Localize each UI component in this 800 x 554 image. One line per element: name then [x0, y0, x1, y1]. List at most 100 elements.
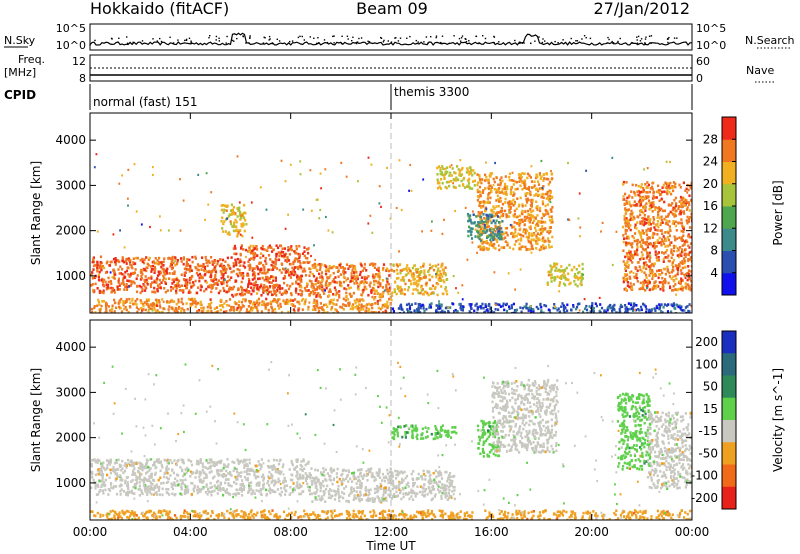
range-gate-cell	[196, 268, 199, 271]
range-gate-cell	[96, 483, 99, 487]
range-gate-cell	[467, 234, 470, 238]
range-gate-cell	[562, 304, 565, 307]
range-gate-cell	[392, 310, 395, 313]
range-gate-cell	[532, 233, 536, 236]
range-gate-cell	[193, 486, 196, 489]
range-gate-cell	[641, 256, 644, 260]
range-gate-cell	[508, 215, 511, 218]
range-gate-cell	[222, 222, 225, 226]
range-gate-cell	[690, 259, 692, 263]
range-gate-cell	[513, 215, 516, 218]
range-gate-cell	[294, 298, 297, 301]
range-gate-cell	[186, 268, 189, 271]
range-gate-cell	[300, 285, 303, 289]
range-gate-cell	[100, 483, 103, 487]
range-gate-cell	[321, 305, 324, 309]
range-gate-cell	[236, 235, 239, 238]
range-gate-cell	[551, 266, 554, 269]
range-gate-cell	[265, 285, 268, 289]
range-gate-cell	[222, 204, 225, 207]
range-gate-cell	[629, 217, 633, 220]
range-gate-cell	[185, 264, 188, 268]
range-gate-cell	[663, 190, 666, 193]
range-gate-cell	[436, 181, 439, 185]
nsearch-point	[303, 39, 305, 41]
range-gate-cell	[538, 248, 541, 252]
range-gate-cell	[460, 168, 463, 171]
range-gate-cell	[241, 487, 244, 491]
range-gate-cell	[131, 463, 134, 466]
range-gate-cell	[200, 268, 203, 271]
range-gate-cell	[525, 248, 528, 252]
range-gate-cell	[606, 308, 609, 312]
range-gate-cell	[521, 172, 524, 175]
range-gate-cell	[214, 268, 217, 271]
range-gate-cell	[290, 303, 293, 306]
range-gate-cell	[221, 216, 224, 220]
range-gate-cell	[651, 185, 654, 189]
range-gate-cell	[289, 270, 292, 274]
range-gate-cell	[255, 489, 258, 492]
range-gate-cell	[474, 304, 477, 307]
range-gate-cell	[528, 192, 531, 195]
range-gate-cell	[250, 306, 253, 309]
noise-cell	[558, 290, 561, 293]
range-gate-cell	[662, 183, 665, 187]
range-gate-cell	[508, 175, 511, 179]
range-gate-cell	[551, 220, 554, 224]
range-gate-cell	[625, 273, 629, 277]
noise-cell	[447, 306, 450, 309]
range-gate-cell	[199, 300, 202, 304]
range-gate-cell	[667, 238, 671, 242]
range-gate-cell	[283, 276, 287, 280]
range-gate-cell	[682, 201, 685, 204]
range-gate-cell	[423, 271, 426, 275]
range-gate-cell	[237, 231, 240, 234]
range-gate-cell	[624, 229, 627, 233]
range-gate-cell	[682, 181, 685, 185]
range-gate-cell	[222, 305, 225, 309]
range-gate-cell	[444, 306, 447, 310]
range-gate-cell	[288, 299, 291, 303]
range-gate-cell	[303, 302, 306, 306]
range-gate-cell	[279, 305, 282, 308]
range-gate-cell	[520, 239, 523, 242]
range-gate-cell	[230, 306, 233, 309]
range-gate-cell	[538, 209, 542, 213]
range-gate-cell	[217, 291, 220, 295]
range-gate-cell	[205, 311, 208, 313]
range-gate-cell	[640, 287, 643, 290]
range-gate-cell	[180, 273, 183, 277]
range-gate-cell	[548, 246, 551, 249]
range-gate-cell	[285, 301, 288, 304]
noise-cell	[287, 213, 289, 216]
range-gate-cell	[478, 204, 481, 208]
range-gate-cell	[338, 281, 341, 284]
range-gate-cell	[374, 302, 377, 305]
range-gate-cell	[274, 266, 277, 269]
range-gate-cell	[550, 280, 553, 283]
nsearch-point	[190, 41, 192, 44]
range-gate-cell	[483, 226, 487, 229]
range-gate-cell	[114, 485, 118, 488]
range-gate-cell	[436, 311, 439, 313]
range-gate-cell	[631, 183, 634, 187]
range-gate-cell	[681, 224, 684, 228]
range-gate-cell	[443, 176, 446, 180]
range-gate-cell	[517, 204, 520, 208]
range-gate-cell	[516, 197, 519, 200]
noise-cell	[123, 246, 126, 249]
range-gate-cell	[487, 193, 490, 196]
range-gate-cell	[237, 459, 240, 463]
range-gate-cell	[213, 283, 216, 286]
range-gate-cell	[564, 278, 567, 281]
range-gate-cell	[519, 173, 522, 176]
range-gate-cell	[263, 303, 266, 306]
range-gate-cell	[681, 266, 684, 270]
range-gate-cell	[508, 178, 511, 182]
range-gate-cell	[179, 257, 183, 260]
range-gate-cell	[549, 189, 552, 193]
noise-cell	[421, 230, 423, 233]
range-gate-cell	[556, 269, 559, 272]
range-gate-cell	[239, 218, 242, 221]
